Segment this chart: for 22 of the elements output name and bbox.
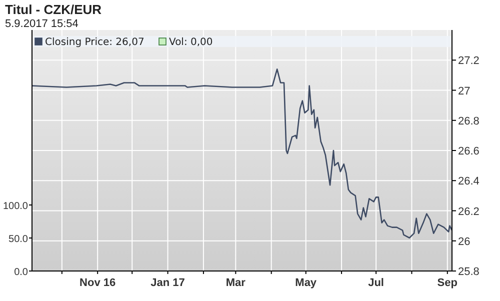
y2-tick-label: 0.0 [14,267,28,278]
x-tick-label: Jul [368,277,384,289]
y2-tick-label: 100.0 [2,200,28,212]
y-tick-label: 25.8 [458,266,480,278]
x-tick-label: Mar [226,277,246,289]
legend-label: Vol: 0,00 [169,37,213,48]
y-tick-label: 26.2 [458,206,480,218]
y-tick-label: 27 [458,85,470,98]
y-tick-label: 27.2 [458,55,480,68]
y-tick-label: 26 [458,236,470,248]
line-series [32,68,452,239]
x-tick-label: Jan 17 [150,277,185,289]
y-tick-label: 26.4 [458,176,480,188]
x-tick-label: Sep [437,277,458,289]
legend-label: Closing Price: 26,07 [45,37,144,48]
y2-tick-label: 50.0 [8,234,28,245]
x-tick-label: Nov 16 [80,277,116,289]
chart-subtitle: 5.9.2017 15:54 [5,18,78,30]
y-tick-label: 26.8 [458,115,480,128]
x-tick-label: May [295,277,318,289]
y-tick-label: 26.6 [458,146,480,158]
chart-title: Titul - CZK/EUR [5,2,102,17]
